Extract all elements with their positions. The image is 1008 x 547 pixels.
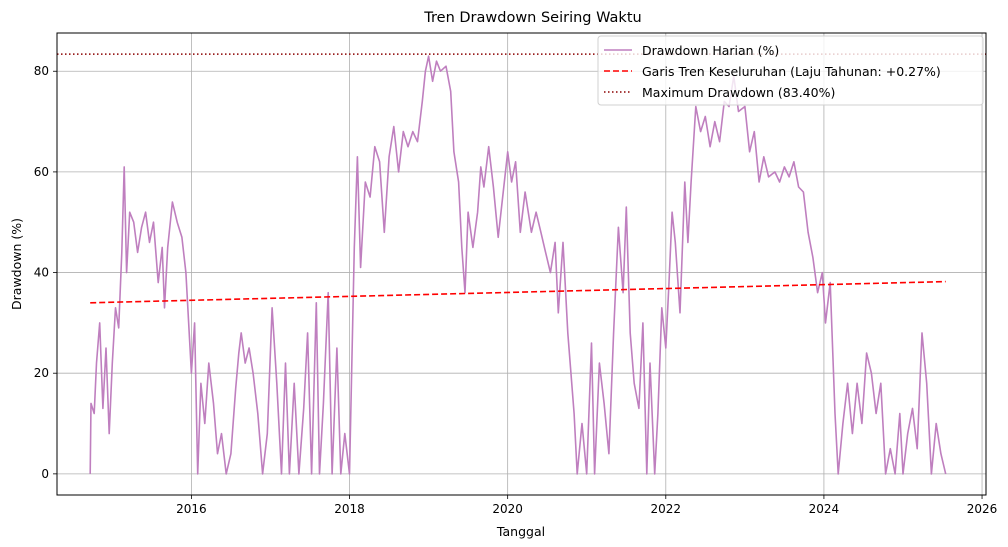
x-tick-label-2026: 2026 <box>967 502 998 516</box>
y-axis-ticks: 0 20 40 60 80 <box>34 64 57 481</box>
x-tick-label-2020: 2020 <box>492 502 523 516</box>
chart-title: Tren Drawdown Seiring Waktu <box>423 10 641 26</box>
y-tick-label-40: 40 <box>34 266 49 280</box>
y-tick-label-80: 80 <box>34 64 49 78</box>
axes-frame <box>56 32 987 496</box>
y-tick-label-20: 20 <box>34 366 49 380</box>
series-trend-line <box>90 280 946 304</box>
x-tick-label-2016: 2016 <box>176 502 207 516</box>
y-axis-label: Drawdown (%) <box>9 218 24 310</box>
legend-entry-daily: Drawdown Harian (%) <box>642 43 779 58</box>
legend: Drawdown Harian (%) Garis Tren Keseluruh… <box>597 35 984 106</box>
legend-box <box>597 35 984 106</box>
gridlines <box>57 33 986 495</box>
x-tick-label-2022: 2022 <box>651 502 682 516</box>
y-tick-label-60: 60 <box>34 165 49 179</box>
x-axis-ticks: 2016 2018 2020 2022 2024 2026 <box>176 495 997 516</box>
x-axis-label: Tanggal <box>496 524 545 539</box>
legend-entry-max: Maximum Drawdown (83.40%) <box>642 85 835 100</box>
x-tick-label-2018: 2018 <box>334 502 365 516</box>
y-tick-label-0: 0 <box>41 467 49 481</box>
plot-area <box>57 53 986 475</box>
legend-entry-trend: Garis Tren Keseluruhan (Laju Tahunan: +0… <box>642 64 941 79</box>
series-daily-drawdown-line <box>89 55 947 475</box>
x-tick-label-2024: 2024 <box>809 502 840 516</box>
